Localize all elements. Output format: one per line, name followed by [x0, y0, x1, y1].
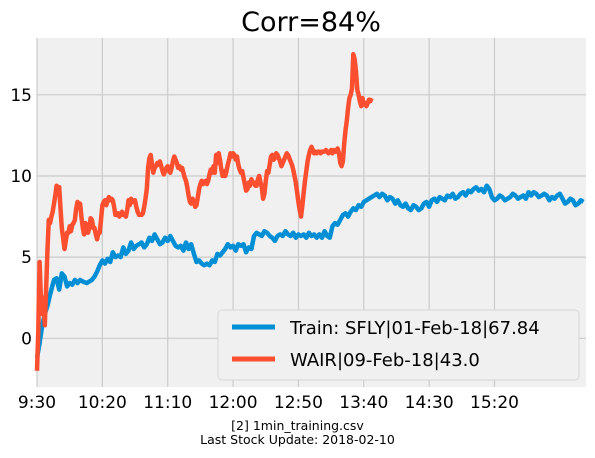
x-tick-label: 12:50 — [274, 393, 323, 413]
x-tick-labels: 9:30 10:20 11:10 12:00 12:50 13:40 14:30 15:20 — [18, 393, 519, 413]
legend: Train: SFLY|01-Feb-18|67.84 WAIR|09-Feb-… — [217, 309, 580, 381]
x-tick-label: 11:10 — [143, 393, 192, 413]
x-tick-label: 10:20 — [78, 393, 127, 413]
x-tick-label: 12:00 — [209, 393, 258, 413]
x-tick-label: 9:30 — [18, 393, 56, 413]
series-layer — [34, 51, 585, 371]
y-tick-label: 10 — [10, 167, 32, 187]
series-line-0 — [34, 183, 585, 359]
legend-label-wair: WAIR|09-Feb-18|43.0 — [290, 350, 480, 371]
y-tick-label: 15 — [10, 86, 32, 106]
footer-filename: [2] 1min_training.csv — [231, 418, 364, 433]
chart-title: Corr=84% — [241, 7, 381, 38]
series-line-1 — [34, 51, 374, 371]
y-tick-label: 0 — [21, 329, 32, 349]
x-tick-label: 14:30 — [405, 393, 454, 413]
y-tick-label: 5 — [21, 248, 32, 268]
legend-label-train: Train: SFLY|01-Feb-18|67.84 — [289, 318, 540, 339]
legend-box — [217, 309, 580, 381]
x-tick-label: 15:20 — [470, 393, 519, 413]
y-tick-labels: 0 5 10 15 — [10, 86, 32, 349]
x-tick-label: 13:40 — [339, 393, 388, 413]
footer-last-update: Last Stock Update: 2018-02-10 — [200, 432, 395, 447]
